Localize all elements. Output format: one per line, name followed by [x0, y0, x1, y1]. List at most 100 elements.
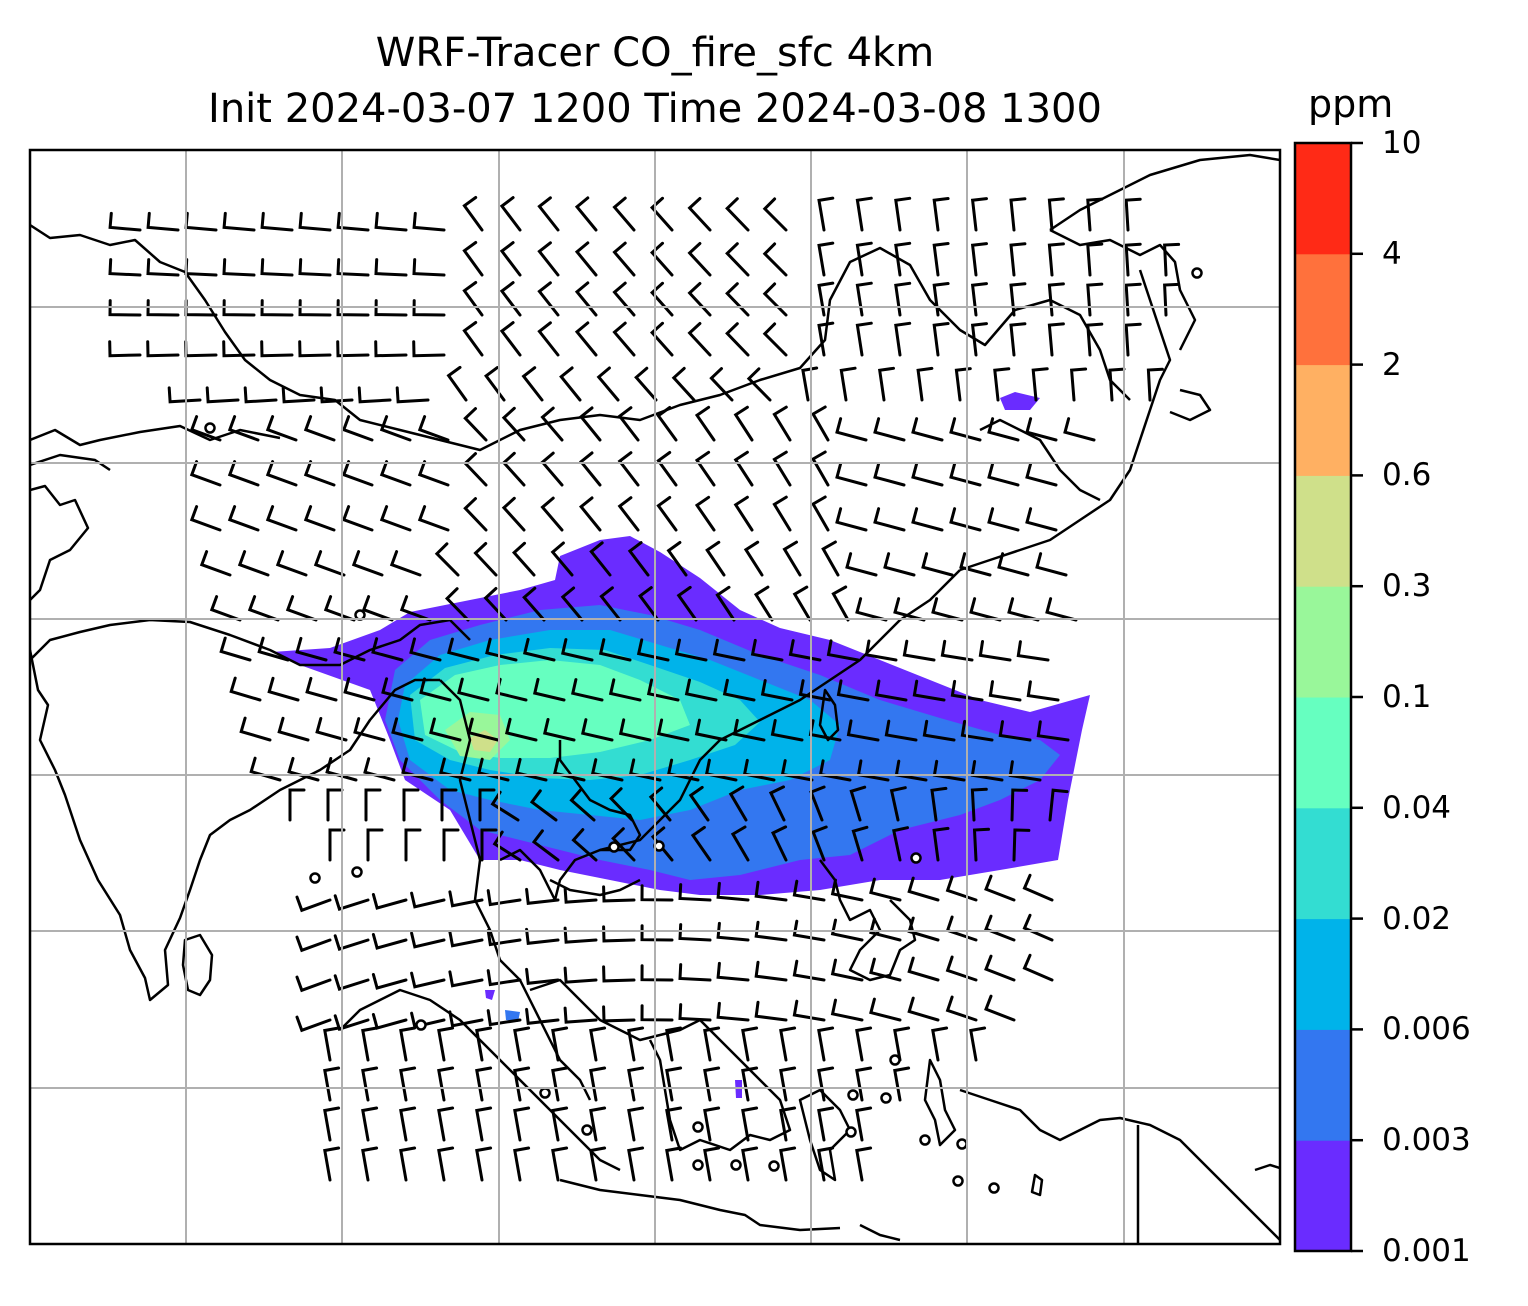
wind-barb [448, 890, 484, 908]
wind-barb [1035, 552, 1068, 577]
wind-barb [694, 405, 716, 442]
wind-barb [295, 636, 328, 662]
wind-barb [341, 460, 374, 487]
calm-marker [309, 872, 321, 884]
wind-barb [665, 1066, 683, 1102]
wind-barb [911, 462, 944, 487]
wind-barb [589, 1066, 607, 1102]
colorbar-tick-label: 4 [1382, 235, 1402, 272]
wind-barb [878, 366, 895, 402]
wind-barb [912, 679, 946, 702]
wind-barb [537, 321, 560, 357]
colorbar-band [1295, 586, 1351, 698]
wind-barb [437, 1106, 455, 1142]
wind-barb [399, 595, 432, 622]
wind-barb [417, 460, 450, 487]
wind-barb [578, 451, 602, 487]
wind-barb [475, 1106, 493, 1142]
wind-barb [589, 541, 612, 577]
wind-barb [563, 966, 598, 984]
wind-barb [417, 415, 450, 442]
wind-barb [260, 258, 294, 277]
wind-barb [907, 996, 940, 1022]
wind-barb [285, 595, 318, 622]
wind-barb [499, 196, 522, 232]
colorbar-band [1295, 143, 1351, 255]
wind-barb [1047, 282, 1065, 317]
wind-barb [678, 1003, 712, 1022]
wind-barb [361, 595, 394, 622]
wind-barb [753, 585, 774, 622]
plume-fragment [1000, 392, 1040, 410]
colorbar-band [1295, 807, 1351, 920]
wind-barb [792, 585, 812, 622]
wind-barb [640, 964, 674, 982]
wind-barb [921, 552, 954, 577]
wind-barb [988, 680, 1022, 702]
wind-barb [559, 366, 582, 402]
wind-barb [750, 638, 784, 662]
wind-barb [389, 550, 422, 577]
wind-barb [1108, 367, 1126, 402]
wind-barb [638, 586, 660, 622]
wind-barb [1086, 282, 1104, 317]
wind-barb [486, 969, 522, 987]
wind-barb [817, 1026, 835, 1062]
wind-barb [725, 242, 750, 277]
wind-barb [798, 679, 832, 702]
wind-barb [295, 1015, 332, 1033]
wind-barb [733, 495, 754, 532]
wind-barb [665, 1026, 683, 1062]
colorbar-tick-label: 0.001 [1382, 1233, 1471, 1269]
wind-barb [627, 541, 650, 577]
colorbar-band [1295, 253, 1351, 366]
colorbar-tick-label: 0.04 [1382, 789, 1452, 826]
calm-marker [608, 841, 620, 853]
wind-barb [792, 999, 826, 1022]
wind-barb [608, 678, 642, 702]
wind-barb [869, 877, 902, 902]
wind-barb [295, 975, 332, 993]
wind-barb [817, 1066, 835, 1102]
wind-barb [467, 717, 500, 742]
wind-barb [379, 505, 412, 532]
wind-barb [768, 785, 786, 822]
wind-barb [499, 321, 522, 357]
wind-barb [733, 405, 754, 442]
wind-barb [1086, 242, 1104, 277]
wind-barb [1124, 242, 1142, 277]
wind-barb [1009, 322, 1027, 357]
wind-barb [439, 757, 472, 782]
wind-barb [932, 242, 950, 277]
wind-barb [817, 1106, 835, 1142]
wind-barb [442, 828, 460, 862]
wind-barb [351, 550, 384, 577]
wind-barb [627, 1026, 645, 1062]
wind-barb [817, 196, 835, 232]
wind-barb [574, 196, 598, 232]
colorbar-band [1295, 697, 1351, 809]
wind-barb [222, 299, 256, 317]
wind-barb [993, 367, 1011, 402]
wind-barb [922, 719, 956, 742]
wind-barb [434, 542, 460, 577]
wind-barb [1047, 197, 1065, 232]
colorbar-tick-label: 0.02 [1382, 900, 1452, 937]
wind-barb [108, 211, 142, 232]
wind-barb [846, 719, 880, 742]
wind-barb [849, 785, 867, 822]
wind-barb [845, 552, 878, 577]
wind-barb [678, 883, 712, 902]
wind-barb [932, 282, 950, 317]
wind-barb [501, 406, 526, 442]
wind-barb [688, 785, 710, 822]
wind-barb [598, 638, 632, 662]
wind-barb [1009, 197, 1027, 232]
wind-barb [608, 787, 634, 822]
wind-barb [419, 677, 452, 702]
wind-barb [1009, 242, 1027, 277]
wind-barb [779, 1146, 797, 1182]
wind-barb [779, 1026, 797, 1062]
wind-barb [636, 638, 670, 662]
wind-barb [984, 954, 1016, 982]
